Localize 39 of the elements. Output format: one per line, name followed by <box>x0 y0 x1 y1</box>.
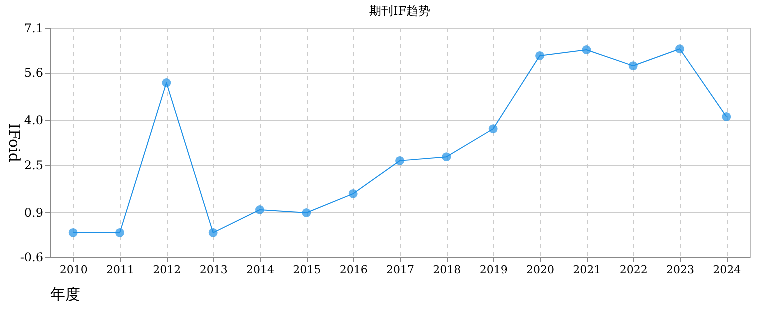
point <box>582 46 592 54</box>
point <box>348 189 358 198</box>
x-tick-label: 2012 <box>153 264 182 276</box>
x-tick-label: 2016 <box>340 264 368 276</box>
x-tick-label: 2022 <box>620 264 648 276</box>
point <box>676 44 684 54</box>
y-tick-label: 2.5 <box>24 158 44 172</box>
x-tick-label: 2021 <box>573 264 602 276</box>
x-tick-label: 2011 <box>106 264 134 276</box>
x-axis-title: 年度 <box>50 286 80 304</box>
x-tick-label: 2020 <box>526 264 554 276</box>
y-tick-label: 5.6 <box>24 66 44 80</box>
point <box>628 62 638 71</box>
x-tick-label: 2014 <box>246 264 274 276</box>
y-tick-label: 0.9 <box>24 206 44 220</box>
x-tick-label: 2019 <box>480 264 508 276</box>
point <box>442 152 452 162</box>
point <box>488 124 498 134</box>
point <box>162 78 172 88</box>
y-tick-label: 7.1 <box>24 22 44 36</box>
x-tick-label: 2013 <box>200 264 228 276</box>
point <box>396 156 404 166</box>
point <box>68 228 78 238</box>
x-tick-label: 2010 <box>60 264 88 276</box>
point <box>256 206 264 214</box>
x-tick-label: 2018 <box>433 264 462 276</box>
chart-title: 期刊IF趋势 <box>369 4 431 18</box>
point <box>722 112 732 122</box>
y-tick-label: -0.6 <box>20 250 44 264</box>
point <box>208 228 218 238</box>
point <box>536 51 544 60</box>
x-tick-label: 2015 <box>293 264 322 276</box>
y-tick-label: 4.0 <box>24 114 44 128</box>
y-axis-title: IFoid <box>5 124 24 163</box>
x-tick-label: 2017 <box>386 264 414 276</box>
point <box>116 228 124 238</box>
x-tick-label: 2023 <box>666 264 694 276</box>
point <box>302 208 312 218</box>
x-tick-label: 2024 <box>713 264 742 276</box>
